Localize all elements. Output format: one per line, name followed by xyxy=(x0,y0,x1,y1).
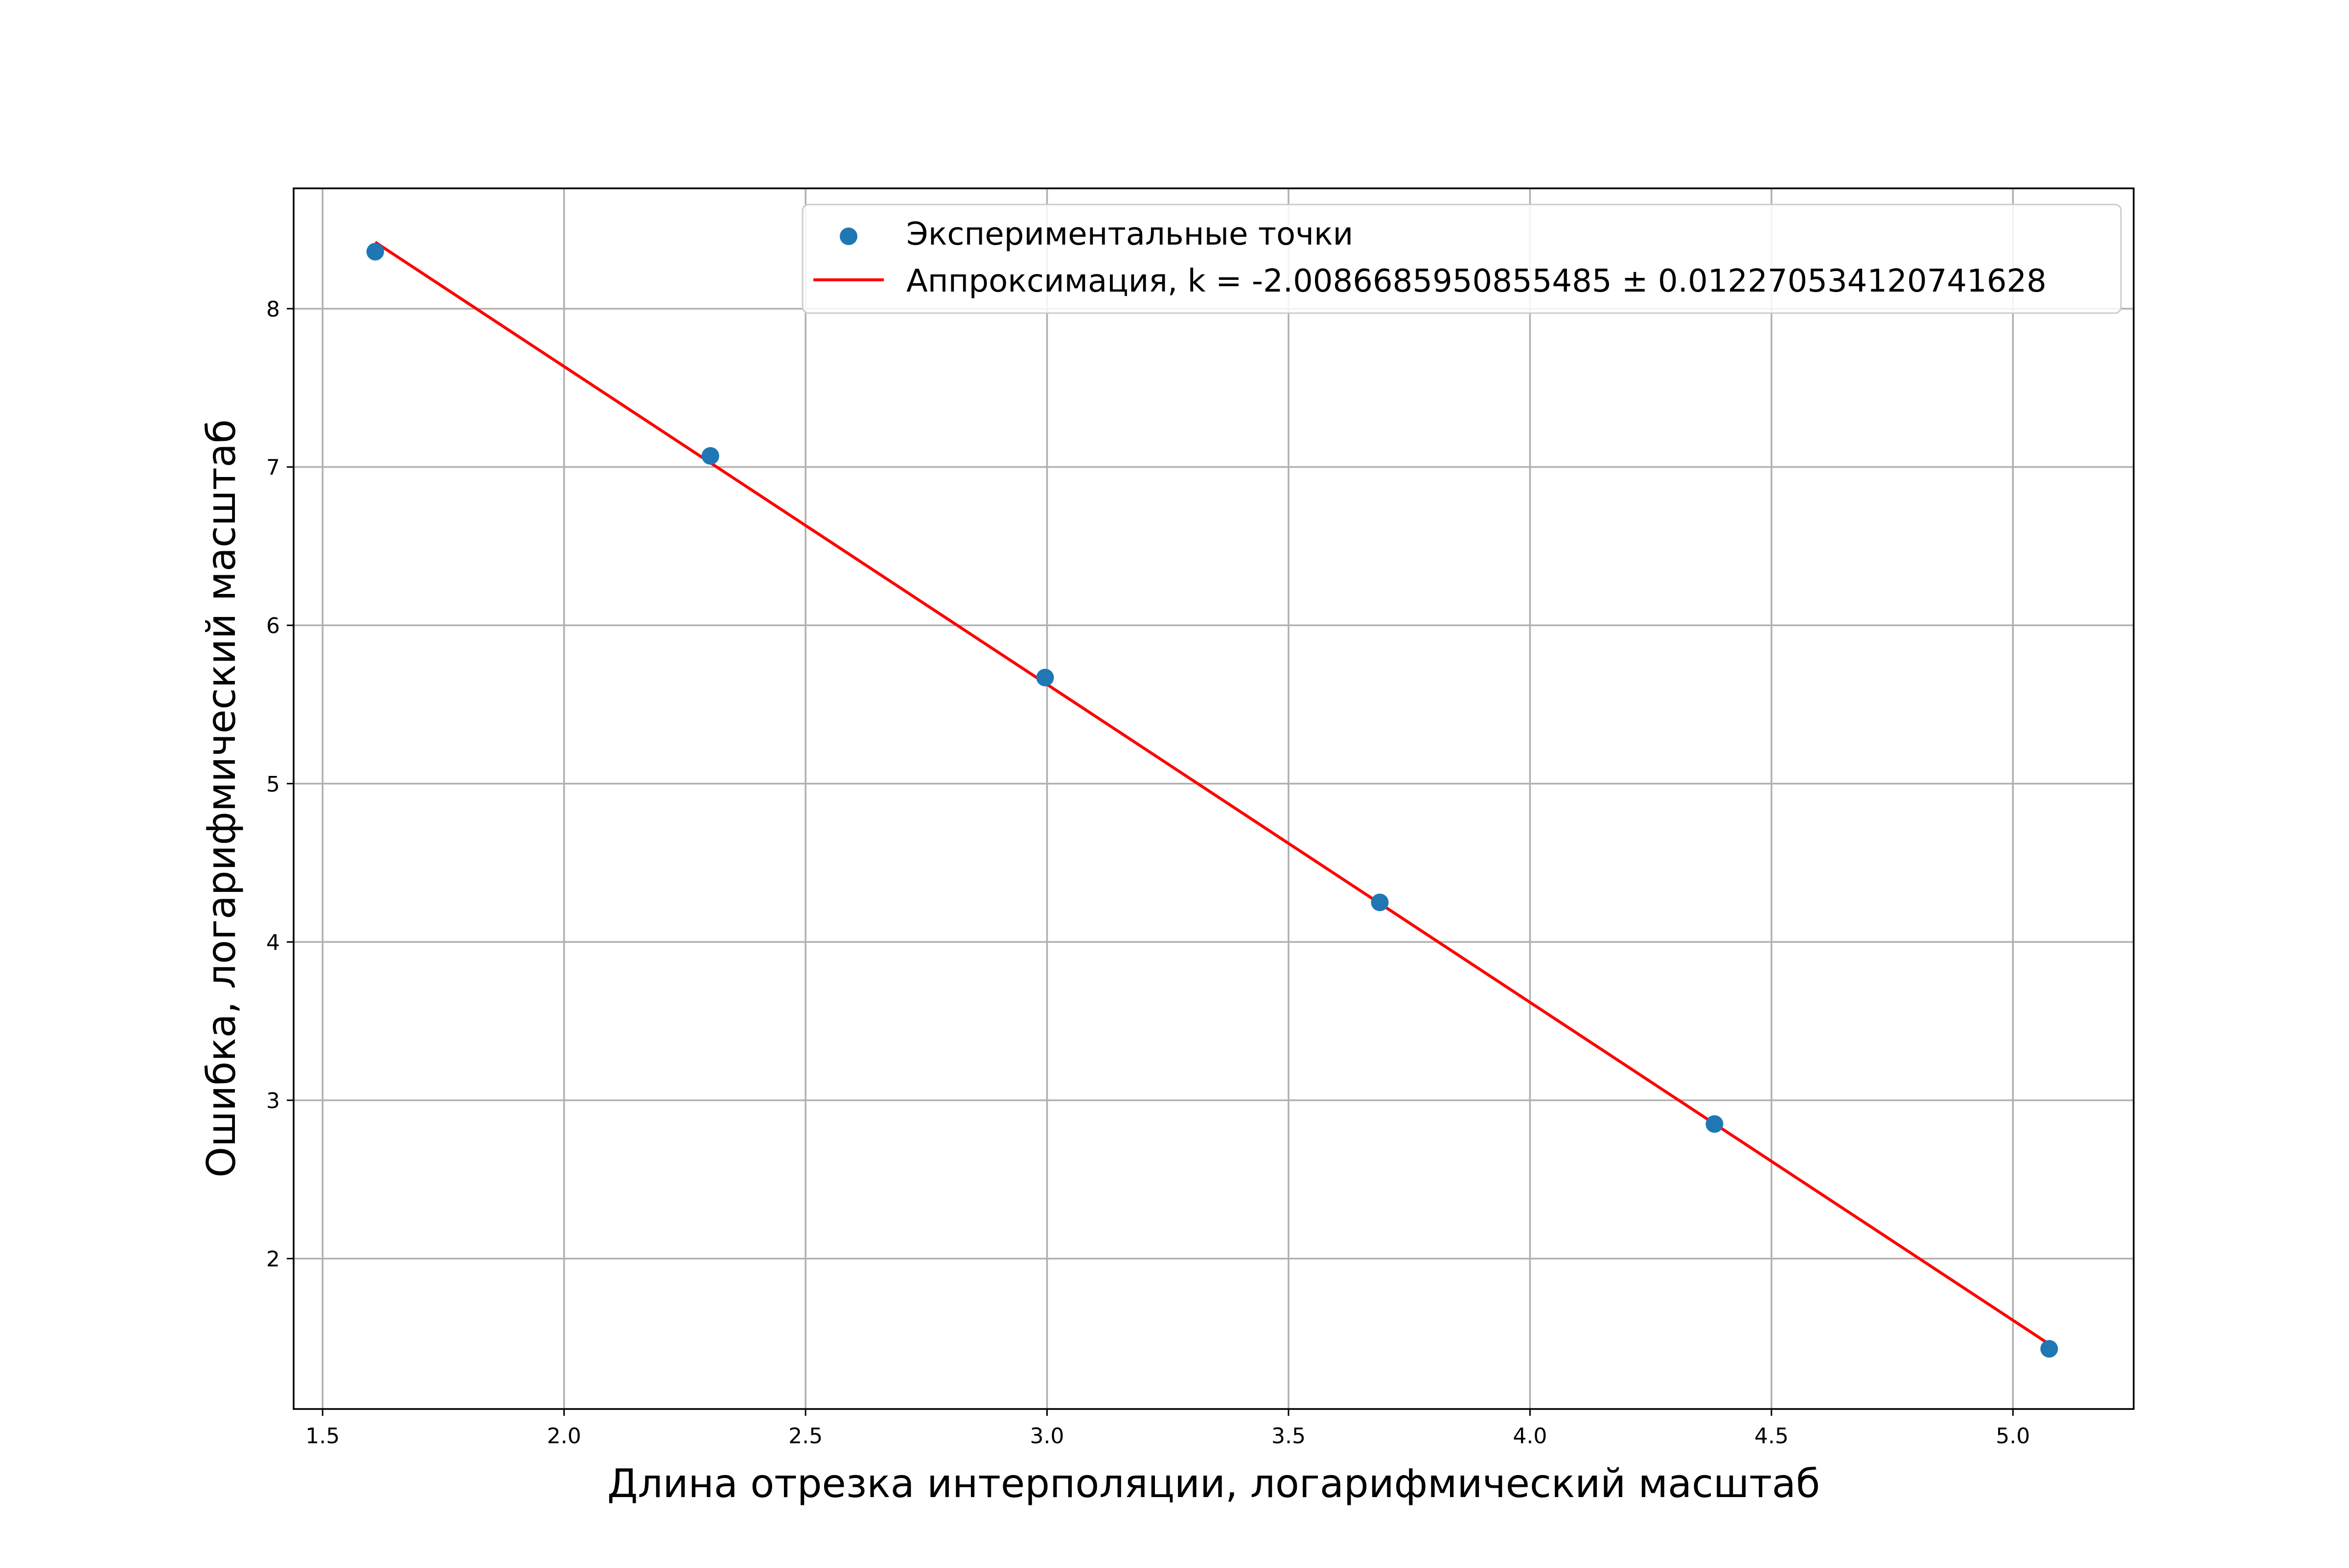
y-tick-label: 7 xyxy=(266,455,280,480)
x-tick-label: 3.5 xyxy=(1271,1424,1306,1449)
data-point xyxy=(1705,1115,1724,1133)
x-tick-label: 5.0 xyxy=(1996,1424,2030,1449)
x-tick-label: 2.5 xyxy=(788,1424,823,1449)
x-tick-label: 4.5 xyxy=(1754,1424,1789,1449)
x-tick-label: 3.0 xyxy=(1030,1424,1064,1449)
fit-line xyxy=(374,241,2050,1345)
x-axis-label: Длина отрезка интерполяции, логарифмичес… xyxy=(607,1461,1820,1506)
y-tick-label: 3 xyxy=(266,1089,280,1114)
plot-series xyxy=(366,241,2058,1358)
data-point xyxy=(1371,893,1389,911)
x-tick-label: 4.0 xyxy=(1513,1424,1547,1449)
data-point xyxy=(366,243,384,261)
legend-box xyxy=(802,204,2122,314)
y-tick-label: 8 xyxy=(266,297,280,322)
y-tick-label: 4 xyxy=(266,930,280,955)
legend-marker-scatter xyxy=(840,227,857,245)
x-tick-label: 1.5 xyxy=(305,1424,340,1449)
axis-ticks: 1.5 2.0 2.5 3.0 3.5 4.0 4.5 5.0 2 3 4 5 6 7 8 xyxy=(266,297,2030,1449)
data-point xyxy=(1036,668,1054,686)
y-tick-label: 6 xyxy=(266,614,280,638)
y-axis-label: Ошибка, логарифмический масштаб xyxy=(199,419,244,1178)
legend-label-line: Аппроксимация, k = -2.0086685950855485 ±… xyxy=(906,263,2047,299)
data-point xyxy=(2040,1340,2058,1358)
y-tick-label: 2 xyxy=(266,1247,280,1272)
legend: Экспериментальные точки Аппроксимация, k… xyxy=(802,204,2122,314)
plot-frame xyxy=(293,187,2135,1410)
data-point xyxy=(701,447,719,465)
legend-label-scatter: Экспериментальные точки xyxy=(906,216,1353,252)
y-tick-label: 5 xyxy=(266,772,280,797)
x-tick-label: 2.0 xyxy=(547,1424,581,1449)
